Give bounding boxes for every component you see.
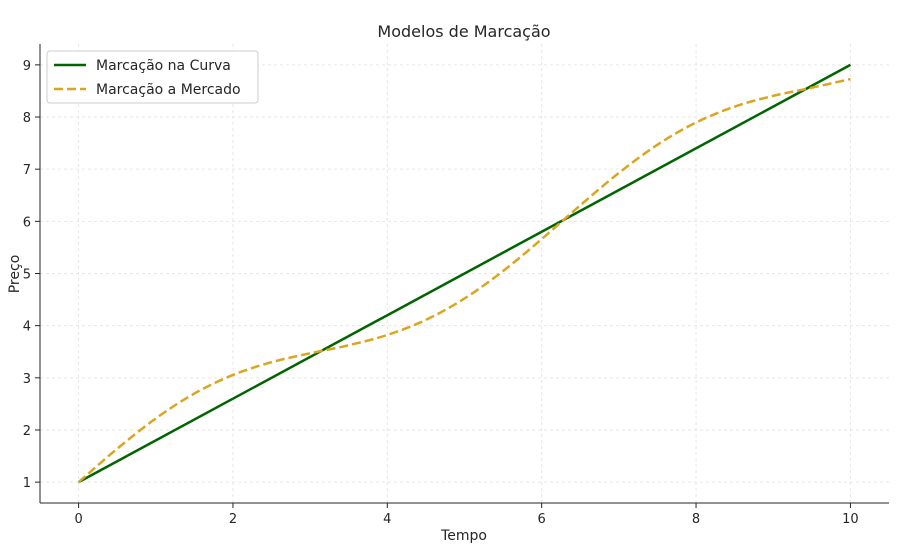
series-group xyxy=(77,63,852,484)
series-line-1 xyxy=(77,77,851,484)
x-tick-label: 8 xyxy=(692,512,700,527)
x-tick-label: 6 xyxy=(538,512,546,527)
series-line-0 xyxy=(77,63,852,484)
y-tick-label: 7 xyxy=(23,163,31,178)
chart-title: Modelos de Marcação xyxy=(377,22,550,41)
y-tick-label: 4 xyxy=(23,320,31,335)
y-tick-label: 8 xyxy=(23,111,31,126)
y-tick-label: 1 xyxy=(23,476,31,491)
legend-box xyxy=(46,50,259,104)
grid xyxy=(40,44,889,503)
legend: Marcação na Curva Marcação a Mercado xyxy=(46,50,259,104)
y-tick-label: 9 xyxy=(23,59,31,74)
y-tick-label: 5 xyxy=(23,268,31,283)
y-axis-label: Preço xyxy=(7,255,23,294)
x-tick-label: 2 xyxy=(229,512,237,527)
legend-label-marcacao-na-curva: Marcação na Curva xyxy=(96,58,231,74)
x-tick-label: 0 xyxy=(74,512,82,527)
legend-label-marcacao-a-mercado: Marcação a Mercado xyxy=(96,82,241,98)
x-axis-label: Tempo xyxy=(440,528,487,544)
x-tick-label: 10 xyxy=(842,512,859,527)
y-tick-label: 6 xyxy=(23,215,31,230)
y-tick-label: 2 xyxy=(23,424,31,439)
y-tick-label: 3 xyxy=(23,372,31,387)
x-tick-label: 4 xyxy=(383,512,391,527)
